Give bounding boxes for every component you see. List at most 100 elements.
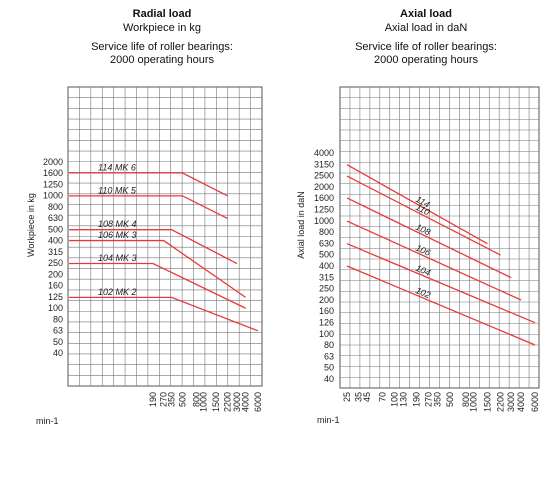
axial-x-tick-label: 4000: [516, 392, 526, 412]
axial-y-tick-label: 126: [319, 318, 334, 328]
radial-y-tick-label: 40: [53, 348, 63, 358]
axial-y-tick-label: 400: [319, 261, 334, 271]
axial-series-line: [346, 175, 501, 256]
radial-x-tick-label: 190: [148, 392, 158, 407]
axial-y-tick-label: 100: [319, 329, 334, 339]
axial-x-tick-label: 2200: [496, 392, 506, 412]
radial-x-tick-label: 2200: [222, 392, 232, 412]
axial-y-tick-label: 1000: [314, 216, 334, 226]
axial-x-tick-label: 270: [424, 392, 434, 407]
axial-x-tick-label: 45: [362, 392, 372, 402]
axial-x-tick-label: 130: [399, 392, 409, 407]
axial-y-tick-label: 2000: [314, 182, 334, 192]
radial-y-tick-label: 315: [48, 247, 63, 257]
axial-x-tick-label: 500: [445, 392, 455, 407]
radial-series-group: 2000160012501000800630500400315250200160…: [43, 157, 263, 412]
axial-y-tick-label: 40: [324, 374, 334, 384]
axial-y-tick-label: 800: [319, 227, 334, 237]
radial-y-tick-label: 100: [48, 303, 63, 313]
radial-y-tick-label: 1250: [43, 179, 63, 189]
radial-y-tick-label: 50: [53, 337, 63, 347]
axial-series-line: [346, 197, 512, 279]
axial-series-line: [346, 220, 522, 301]
axial-note-line1: Service life of roller bearings:: [355, 41, 497, 53]
axial-x-axis-label: min-1: [317, 415, 340, 425]
axial-x-tick-label: 800: [461, 392, 471, 407]
axial-y-tick-label: 80: [324, 340, 334, 350]
radial-y-tick-label: 400: [48, 236, 63, 246]
radial-series-label: 102 MK 2: [98, 287, 137, 297]
axial-y-tick-label: 4000: [314, 148, 334, 158]
axial-x-tick-label: 3000: [506, 392, 516, 412]
axial-x-tick-label: 1500: [482, 392, 492, 412]
radial-x-tick-label: 800: [192, 392, 202, 407]
axial-title: Axial load: [400, 8, 452, 20]
axial-x-tick-label: 6000: [530, 392, 540, 412]
radial-y-tick-label: 2000: [43, 157, 63, 167]
axial-x-tick-label: 1000: [469, 392, 479, 412]
axial-x-tick-label: 35: [354, 392, 364, 402]
axial-y-tick-label: 1600: [314, 193, 334, 203]
radial-x-tick-label: 350: [167, 392, 177, 407]
radial-y-axis-label: Workpiece in kg: [26, 193, 36, 257]
radial-y-tick-label: 800: [48, 202, 63, 212]
radial-y-tick-label: 500: [48, 224, 63, 234]
axial-y-tick-label: 200: [319, 295, 334, 305]
radial-series-label: 106 MK 3: [98, 230, 137, 240]
radial-x-tick-label: 3000: [232, 392, 242, 412]
radial-series-line: [69, 195, 228, 219]
radial-y-tick-label: 80: [53, 314, 63, 324]
axial-series-group: 4000315025002000160012501000800630500400…: [314, 148, 540, 412]
radial-x-tick-label: 1000: [199, 392, 209, 412]
radial-series-line: [69, 239, 247, 298]
radial-y-tick-label: 200: [48, 269, 63, 279]
radial-series-label: 104 MK 3: [98, 253, 137, 263]
axial-y-tick-label: 3150: [314, 159, 334, 169]
axial-y-tick-label: 2500: [314, 171, 334, 181]
radial-note-line2: 2000 operating hours: [110, 54, 214, 66]
axial-note-line2: 2000 operating hours: [374, 54, 478, 66]
axial-series-line: [346, 265, 536, 346]
axial-y-tick-label: 630: [319, 238, 334, 248]
radial-y-tick-label: 250: [48, 258, 63, 268]
axial-series-line: [346, 164, 488, 245]
radial-y-tick-label: 63: [53, 326, 63, 336]
radial-y-tick-label: 1600: [43, 168, 63, 178]
radial-y-tick-label: 125: [48, 292, 63, 302]
axial-x-tick-label: 190: [412, 392, 422, 407]
radial-x-tick-label: 270: [159, 392, 169, 407]
radial-x-tick-label: 500: [177, 392, 187, 407]
radial-subtitle: Workpiece in kg: [123, 22, 201, 34]
axial-y-tick-label: 160: [319, 306, 334, 316]
radial-series-line: [69, 229, 238, 265]
axial-y-axis-label: Axial load in daN: [296, 191, 306, 259]
radial-x-tick-label: 1500: [211, 392, 221, 412]
axial-subtitle: Axial load in daN: [385, 22, 468, 34]
axial-y-tick-label: 250: [319, 284, 334, 294]
radial-title: Radial load: [133, 8, 192, 20]
axial-y-tick-label: 1250: [314, 205, 334, 215]
radial-series-line: [69, 172, 228, 197]
axial-x-tick-label: 350: [433, 392, 443, 407]
axial-y-tick-label: 315: [319, 272, 334, 282]
axial-y-tick-label: 50: [324, 363, 334, 373]
radial-series-line: [69, 262, 246, 309]
axial-y-tick-label: 63: [324, 351, 334, 361]
radial-x-axis-label: min-1: [36, 416, 59, 426]
axial-x-tick-label: 100: [390, 392, 400, 407]
radial-x-tick-label: 6000: [253, 392, 263, 412]
axial-y-tick-label: 500: [319, 250, 334, 260]
radial-y-tick-label: 630: [48, 213, 63, 223]
radial-grid: [67, 86, 263, 387]
radial-series-line: [69, 296, 259, 332]
axial-series-line: [346, 243, 536, 324]
radial-note-line1: Service life of roller bearings:: [91, 41, 233, 53]
radial-y-tick-label: 160: [48, 281, 63, 291]
radial-y-tick-label: 1000: [43, 191, 63, 201]
radial-series-label: 114 MK 6: [98, 162, 136, 172]
radial-x-tick-label: 4000: [241, 392, 251, 412]
axial-x-tick-label: 25: [342, 392, 352, 402]
axial-x-tick-label: 70: [377, 392, 387, 402]
